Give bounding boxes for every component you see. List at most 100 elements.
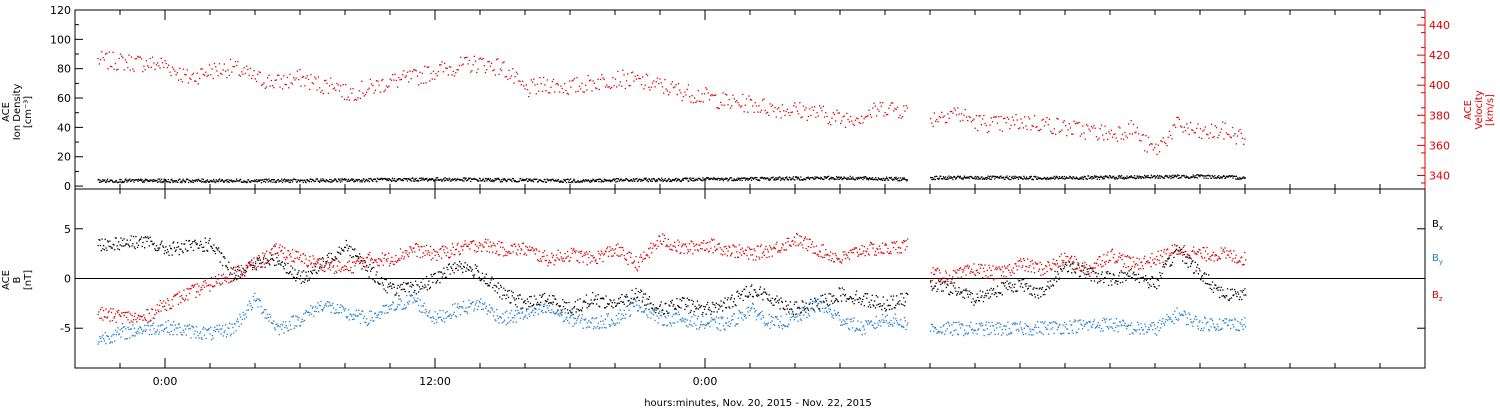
density-point bbox=[486, 180, 488, 182]
density-point bbox=[374, 178, 376, 180]
density-point bbox=[377, 178, 379, 180]
b-point-by bbox=[301, 318, 303, 320]
density-point bbox=[883, 179, 886, 181]
b-point-bx bbox=[470, 270, 473, 272]
b-point-bx bbox=[863, 295, 865, 297]
b-point-bx bbox=[604, 307, 606, 309]
velocity-point bbox=[239, 75, 242, 77]
velocity-point bbox=[1041, 119, 1043, 121]
b-point-bx bbox=[420, 281, 422, 283]
b-point-bx bbox=[855, 290, 858, 292]
b-point-bx bbox=[852, 297, 854, 300]
density-point bbox=[442, 178, 444, 181]
density-point bbox=[685, 177, 687, 179]
b-point-bx bbox=[1089, 267, 1092, 269]
b-point-bx bbox=[758, 294, 760, 297]
density-point bbox=[340, 178, 342, 180]
b-point-bx bbox=[570, 312, 573, 314]
b-point-by bbox=[199, 331, 202, 333]
density-point bbox=[654, 180, 656, 182]
velocity-point bbox=[791, 111, 793, 113]
b-point-bx bbox=[177, 242, 179, 244]
b-point-bx bbox=[1082, 265, 1084, 267]
b-point-by bbox=[680, 318, 682, 320]
b-point-bx bbox=[425, 276, 428, 278]
density-point bbox=[394, 180, 396, 182]
density-point bbox=[1105, 176, 1107, 178]
density-point bbox=[102, 178, 104, 181]
b-point-bx bbox=[955, 290, 957, 292]
b-point-bx bbox=[1143, 280, 1145, 282]
b-point-bx bbox=[499, 296, 501, 298]
density-point bbox=[1125, 177, 1127, 179]
b-point-by bbox=[131, 335, 133, 337]
b-point-bx bbox=[814, 297, 816, 299]
b-point-bx bbox=[296, 276, 298, 279]
b-point-bx bbox=[447, 268, 449, 271]
b-point-bx bbox=[991, 293, 993, 295]
density-point bbox=[873, 178, 875, 181]
density-point bbox=[738, 177, 741, 179]
b-point-by bbox=[689, 320, 691, 322]
density-point bbox=[1082, 178, 1084, 181]
velocity-point bbox=[112, 51, 114, 53]
density-point bbox=[156, 180, 158, 182]
density-point bbox=[184, 181, 186, 184]
density-point bbox=[1177, 177, 1179, 179]
density-point bbox=[629, 180, 631, 182]
b-point-bx bbox=[778, 299, 780, 301]
density-point bbox=[964, 176, 966, 179]
b-point-bx bbox=[877, 296, 879, 298]
b-point-bx bbox=[879, 303, 881, 305]
density-point bbox=[260, 179, 262, 181]
b-point-bx bbox=[350, 246, 352, 248]
b-point-bx bbox=[573, 307, 575, 309]
b-point-bx bbox=[1235, 293, 1237, 295]
density-point bbox=[1187, 176, 1189, 178]
density-point bbox=[1067, 177, 1069, 179]
density-point bbox=[496, 177, 498, 180]
density-point bbox=[825, 176, 827, 178]
density-point bbox=[1180, 177, 1182, 179]
velocity-point bbox=[173, 68, 175, 70]
density-point bbox=[692, 180, 694, 182]
density-point bbox=[880, 178, 882, 180]
density-point bbox=[1026, 178, 1028, 180]
density-point bbox=[426, 180, 429, 182]
velocity-point bbox=[295, 77, 297, 79]
b-point-bx bbox=[468, 269, 470, 271]
velocity-point bbox=[472, 64, 474, 66]
density-point bbox=[214, 181, 216, 183]
b-point-by bbox=[636, 310, 639, 312]
b-point-bx bbox=[1118, 275, 1120, 277]
velocity-point bbox=[246, 65, 248, 67]
density-point bbox=[1004, 178, 1006, 180]
b-point-by bbox=[506, 310, 508, 312]
b-point-bx bbox=[1193, 272, 1195, 274]
b-point-bx bbox=[1072, 263, 1074, 265]
b-point-by bbox=[99, 337, 102, 340]
velocity-point bbox=[767, 111, 769, 113]
b-point-by bbox=[657, 322, 659, 324]
density-point bbox=[990, 178, 993, 180]
density-point bbox=[190, 180, 192, 182]
density-point bbox=[214, 181, 217, 184]
density-point bbox=[676, 179, 678, 181]
b-point-bx bbox=[1130, 269, 1132, 271]
b-point-bx bbox=[1086, 268, 1088, 270]
velocity-point bbox=[335, 89, 337, 91]
b-point-bx bbox=[798, 306, 800, 308]
density-point bbox=[879, 179, 882, 181]
density-point bbox=[684, 177, 686, 179]
b-point-by bbox=[495, 320, 497, 322]
density-point bbox=[874, 179, 876, 181]
b-point-by bbox=[550, 312, 552, 314]
density-point bbox=[712, 178, 714, 181]
velocity-point bbox=[510, 75, 513, 77]
b-point-by bbox=[696, 318, 699, 320]
density-point bbox=[984, 178, 986, 180]
velocity-point bbox=[409, 70, 411, 72]
velocity-point bbox=[201, 68, 203, 70]
b-point-bx bbox=[310, 271, 313, 274]
b-point-bx bbox=[520, 307, 522, 309]
